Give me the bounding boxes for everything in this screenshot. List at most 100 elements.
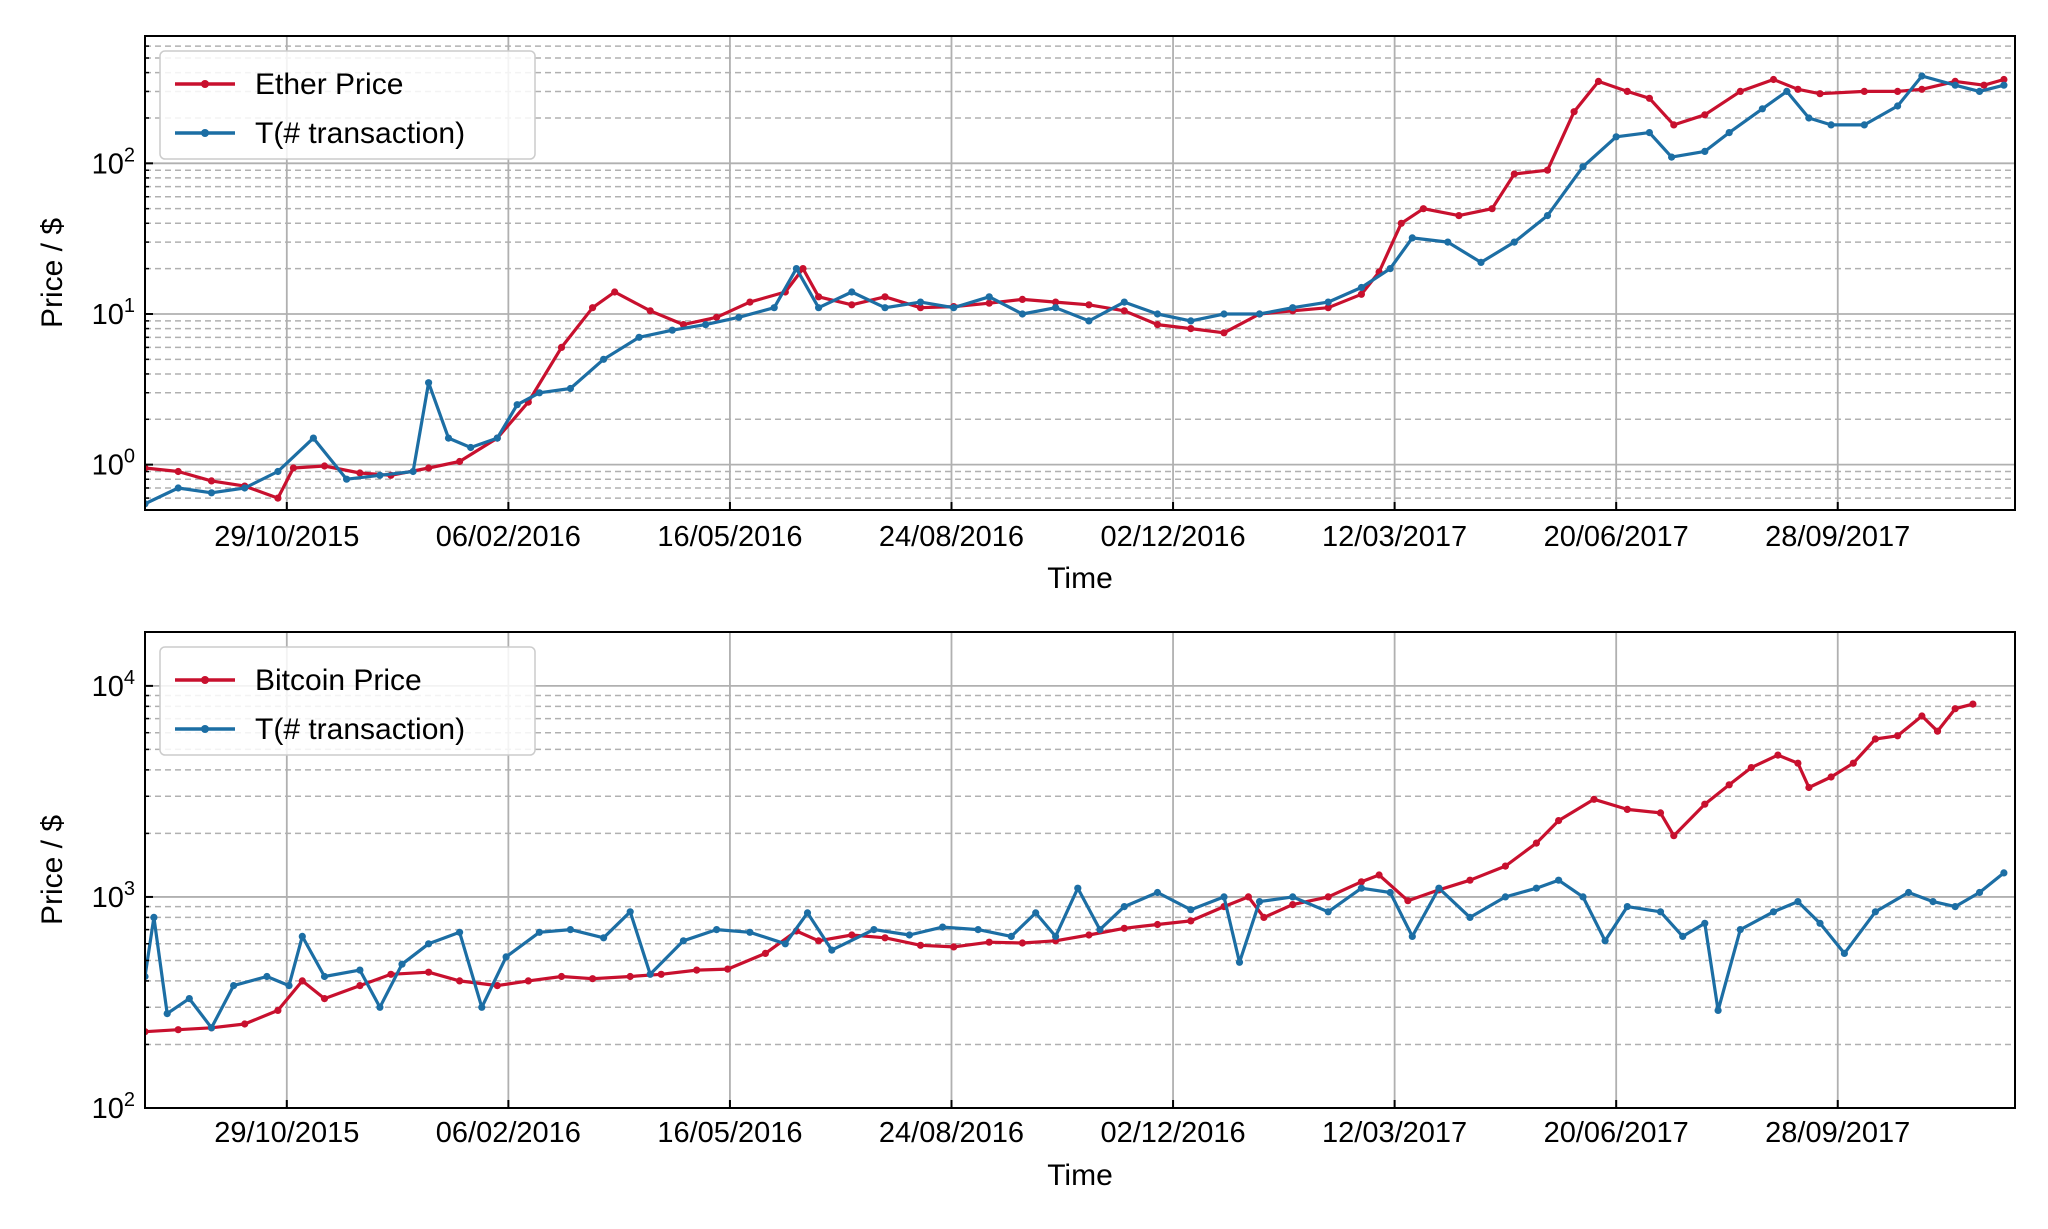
data-point: [1357, 884, 1365, 892]
data-point: [1085, 301, 1093, 309]
data-point: [1120, 903, 1128, 911]
data-point: [1153, 321, 1162, 329]
series-t-transaction: [145, 869, 2008, 1032]
data-point: [1289, 304, 1297, 312]
data-point: [1701, 111, 1709, 119]
data-point: [513, 401, 521, 409]
x-axis: 29/10/2015 06/02/2016 16/05/2016 24/08/2016…: [214, 502, 1910, 553]
data-point: [493, 982, 501, 990]
x-tick-label: 24/08/2016: [879, 1117, 1024, 1149]
data-point: [493, 434, 501, 442]
data-point: [1466, 876, 1474, 884]
legend-box: [159, 646, 536, 756]
series-line: [145, 702, 1974, 1034]
data-point: [566, 384, 575, 393]
legend-marker: [201, 129, 209, 137]
data-point: [1120, 307, 1128, 315]
data-point: [174, 467, 182, 476]
data-point: [298, 977, 306, 985]
data-point: [735, 313, 743, 321]
y-tick-label: 104: [92, 667, 135, 703]
data-point: [985, 299, 993, 307]
data-point: [1324, 298, 1332, 306]
y-tick-exponent: 4: [124, 667, 135, 689]
data-point: [815, 293, 823, 301]
data-point: [309, 434, 317, 442]
x-axis-title: Time: [1047, 562, 1113, 595]
data-point: [241, 484, 249, 492]
data-point: [1579, 163, 1587, 171]
data-point: [803, 909, 812, 917]
data-point: [1905, 888, 1913, 897]
data-point: [626, 972, 634, 981]
data-point: [1849, 759, 1857, 767]
legend-label: T(# transaction): [255, 117, 465, 150]
data-point: [1052, 304, 1060, 312]
data-point: [761, 949, 770, 958]
data-point: [600, 355, 608, 363]
data-point: [285, 982, 293, 990]
data-point: [881, 293, 889, 301]
data-point: [1725, 129, 1733, 137]
data-point: [1894, 102, 1902, 110]
legend-item: T(# transaction): [175, 713, 465, 746]
data-point: [298, 932, 306, 941]
data-point: [207, 489, 216, 497]
data-point: [1555, 876, 1563, 884]
data-point: [1488, 205, 1496, 213]
data-point: [646, 307, 654, 315]
data-point: [1975, 87, 1984, 95]
data-point: [1324, 893, 1332, 901]
data-point: [1816, 90, 1824, 98]
y-tick-base: 10: [92, 450, 124, 482]
data-point: [1668, 153, 1676, 161]
data-point: [376, 471, 384, 479]
data-point: [746, 298, 754, 306]
data-point: [1805, 783, 1813, 792]
data-point: [207, 1024, 216, 1032]
data-point: [1758, 105, 1766, 113]
data-point: [1386, 888, 1394, 897]
legend-box: [159, 50, 536, 160]
x-tick-label: 02/12/2016: [1100, 521, 1245, 553]
axes-frame: [144, 631, 2016, 1109]
data-point: [1386, 265, 1394, 273]
data-point: [693, 966, 701, 974]
data-point: [939, 923, 947, 931]
data-point: [1397, 219, 1405, 227]
legend-label: Ether Price: [255, 68, 403, 101]
ether-price-chart: 29/10/2015 06/02/2016 16/05/2016 24/08/2016…: [36, 35, 2016, 595]
data-point: [387, 970, 395, 978]
data-point: [1860, 87, 1868, 95]
y-tick-exponent: 2: [124, 1089, 135, 1111]
data-point: [881, 934, 889, 942]
data-point: [1477, 258, 1485, 266]
data-point: [1918, 72, 1926, 80]
data-point: [589, 304, 597, 312]
data-point: [713, 313, 721, 321]
data-point: [1670, 832, 1678, 840]
data-point: [679, 937, 688, 945]
data-point: [1590, 795, 1598, 803]
legend-item: Bitcoin Price: [175, 664, 422, 697]
data-point: [174, 484, 182, 492]
legend-marker: [201, 676, 209, 684]
data-point: [781, 940, 789, 948]
y-tick-label: 101: [92, 295, 135, 331]
x-tick-label: 02/12/2016: [1100, 1117, 1245, 1149]
data-point: [950, 304, 958, 312]
y-tick-exponent: 0: [124, 446, 135, 468]
data-point: [1975, 888, 1984, 897]
data-point: [1466, 913, 1474, 922]
data-point: [1794, 85, 1802, 93]
data-point: [657, 970, 665, 978]
data-point: [320, 995, 329, 1003]
x-tick-label: 16/05/2016: [657, 1117, 802, 1149]
data-point: [1007, 932, 1015, 941]
data-point: [1501, 862, 1509, 870]
data-point: [356, 966, 364, 974]
series-line: [145, 74, 2005, 506]
data-point: [1260, 913, 1268, 922]
data-point: [1570, 108, 1578, 116]
